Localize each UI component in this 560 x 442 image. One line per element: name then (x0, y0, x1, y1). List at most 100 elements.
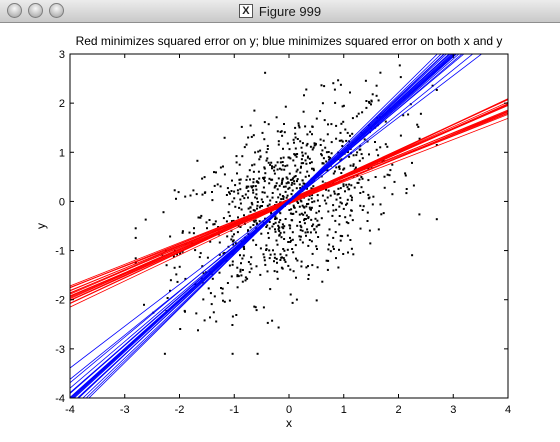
scatter-point (210, 303, 213, 306)
scatter-point (352, 164, 355, 167)
scatter-point (274, 228, 276, 231)
scatter-point (233, 197, 236, 200)
scatter-point (299, 187, 302, 189)
scatter-point (318, 205, 321, 207)
scatter-point (384, 120, 387, 123)
x-axis-label: x (286, 416, 292, 430)
scatter-point (253, 209, 256, 212)
scatter-point (236, 274, 239, 277)
scatter-point (197, 216, 200, 219)
scatter-point (330, 152, 333, 155)
scatter-point (261, 131, 264, 134)
title-bar[interactable]: X Figure 999 (0, 0, 560, 23)
scatter-point (302, 213, 305, 216)
chart-title: Red minimizes squared error on y; blue m… (76, 34, 503, 48)
scatter-point (228, 299, 231, 302)
scatter-point (325, 188, 327, 191)
scatter-point (407, 113, 410, 116)
scatter-point (266, 157, 269, 160)
scatter-point (370, 100, 373, 103)
scatter-point (264, 263, 267, 266)
scatter-point (265, 248, 268, 250)
scatter-point (325, 151, 328, 154)
scatter-point (286, 248, 289, 251)
scatter-point (283, 249, 286, 252)
scatter-point (301, 204, 304, 207)
scatter-point (268, 257, 271, 260)
scatter-point (361, 177, 364, 180)
scatter-point (244, 193, 247, 196)
x-tick-label: 4 (505, 404, 511, 416)
scatter-point (301, 154, 304, 157)
scatter-point (321, 194, 324, 197)
scatter-point (319, 144, 322, 146)
scatter-point (431, 84, 434, 87)
scatter-point (418, 137, 421, 140)
scatter-point (263, 180, 266, 183)
scatter-point (313, 228, 316, 231)
scatter-point (247, 261, 250, 263)
scatter-point (237, 225, 240, 228)
scatter-point (405, 188, 408, 190)
scatter-point (273, 169, 276, 172)
scatter-point (236, 275, 239, 278)
scatter-point (330, 141, 333, 144)
scatter-point (245, 185, 248, 188)
scatter-point (393, 180, 396, 183)
scatter-point (348, 188, 351, 191)
close-icon[interactable] (7, 3, 22, 18)
scatter-point (277, 196, 280, 199)
scatter-point (361, 157, 364, 160)
scatter-point (289, 227, 292, 230)
scatter-point (323, 199, 326, 202)
scatter-point (195, 312, 198, 315)
scatter-point (327, 123, 329, 126)
scatter-point (238, 163, 241, 166)
scatter-point (351, 196, 353, 199)
scatter-point (279, 131, 282, 133)
scatter-point (338, 223, 341, 226)
scatter-point (188, 231, 191, 234)
scatter-point (306, 170, 309, 173)
scatter-point (268, 177, 271, 180)
scatter-point (278, 230, 281, 232)
scatter-point (197, 329, 199, 332)
scatter-point (262, 306, 265, 309)
y-tick-label: -2 (55, 295, 65, 307)
scatter-point (216, 183, 219, 186)
scatter-point (304, 218, 307, 220)
blue-fit-line (78, 54, 445, 398)
x-tick-label: 3 (450, 404, 456, 416)
scatter-point (291, 189, 294, 192)
scatter-point (367, 179, 370, 182)
scatter-point (262, 178, 265, 180)
scatter-point (261, 205, 263, 207)
zoom-icon[interactable] (49, 3, 64, 18)
scatter-point (303, 218, 306, 220)
scatter-point (247, 136, 250, 139)
scatter-point (316, 219, 319, 222)
scatter-point (283, 225, 286, 228)
scatter-point (308, 206, 311, 209)
scatter-point (314, 217, 317, 220)
scatter-point (166, 297, 169, 299)
title-wrap: X Figure 999 (0, 0, 560, 22)
scatter-point (305, 205, 308, 208)
scatter-point (339, 239, 342, 242)
scatter-point (249, 210, 252, 213)
scatter-point (282, 257, 285, 260)
scatter-point (256, 204, 259, 207)
scatter-point (304, 152, 307, 155)
scatter-point (332, 248, 335, 250)
scatter-point (338, 167, 341, 170)
scatter-point (340, 139, 343, 142)
scatter-point (294, 244, 297, 247)
scatter-point (377, 154, 380, 157)
scatter-point (181, 231, 184, 234)
scatter-point (296, 168, 299, 171)
scatter-point (312, 169, 315, 172)
minimize-icon[interactable] (28, 3, 43, 18)
scatter-point (341, 140, 344, 143)
scatter-point (293, 206, 295, 209)
scatter-point (291, 238, 294, 241)
